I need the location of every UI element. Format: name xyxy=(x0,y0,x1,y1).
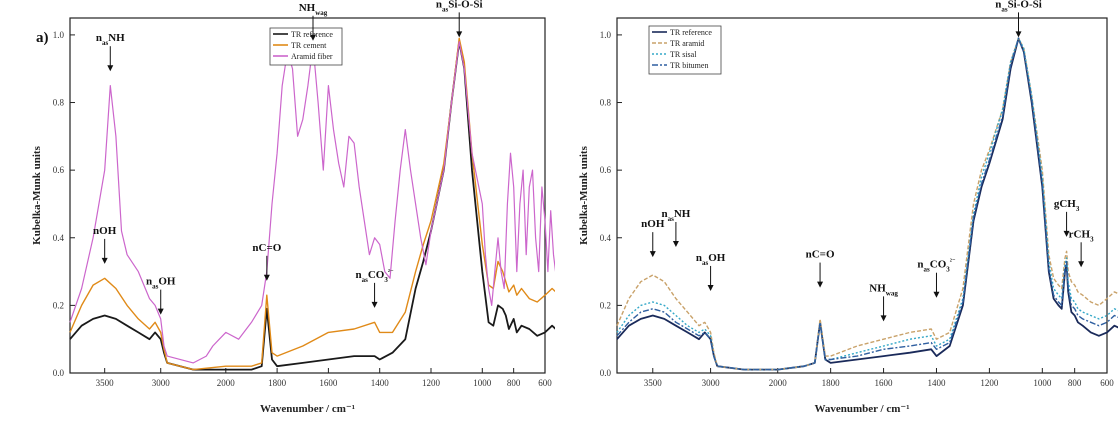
x-tick-label: 3500 xyxy=(96,378,115,388)
annotation-arrowhead xyxy=(817,281,824,288)
x-tick-label: 1000 xyxy=(473,378,492,388)
y-tick-label: 0.6 xyxy=(53,165,65,175)
annotation-arrowhead xyxy=(157,308,164,315)
y-tick-label: 1.0 xyxy=(53,30,65,40)
x-tick-label: 1600 xyxy=(875,378,894,388)
x-tick-label: 1800 xyxy=(822,378,841,388)
annotation-label: nasCO3²⁻ xyxy=(355,268,393,284)
legend-box xyxy=(648,25,722,75)
annotation-arrowhead xyxy=(1078,261,1085,268)
series-line-tr-reference xyxy=(69,40,555,371)
y-axis-label: Kubelka-Munk units xyxy=(31,145,43,244)
x-tick-label: 600 xyxy=(1100,378,1114,388)
series-line-tr-reference xyxy=(616,37,1118,371)
annotation-label: nC=O xyxy=(252,242,281,254)
x-tick-label: 3000 xyxy=(152,378,171,388)
y-axis-label: Kubelka-Munk units xyxy=(578,145,590,244)
x-tick-label: 800 xyxy=(1068,378,1082,388)
annotation-arrowhead xyxy=(371,301,378,308)
legend-entry: Aramid fiber xyxy=(291,52,333,61)
y-tick-label: 0.4 xyxy=(600,233,612,243)
annotation-label: nasOH xyxy=(696,252,726,267)
x-tick-label: 2000 xyxy=(769,378,788,388)
series-line-tr-bitumen xyxy=(616,37,1118,371)
y-tick-label: 0.2 xyxy=(600,300,611,310)
x-tick-label: 1800 xyxy=(268,378,287,388)
annotation-label: nasSi-O-Si xyxy=(995,0,1042,13)
legend-entry: TR bitumen xyxy=(670,61,708,70)
annotation-label: rCH3 xyxy=(1069,228,1094,243)
annotation-arrowhead xyxy=(933,291,940,298)
annotation-label: nasSi-O-Si xyxy=(436,0,483,13)
annotation-label: nOH xyxy=(93,225,117,237)
annotation-arrowhead xyxy=(1015,31,1022,38)
x-tick-label: 2000 xyxy=(217,378,236,388)
annotation-arrowhead xyxy=(310,34,317,41)
y-tick-label: 0.0 xyxy=(600,368,612,378)
x-tick-label: 1600 xyxy=(319,378,338,388)
annotation-arrowhead xyxy=(672,241,679,247)
plot-frame xyxy=(616,17,1108,374)
series-line-tr-cement xyxy=(69,37,555,371)
x-tick-label: 3500 xyxy=(644,378,663,388)
legend-entry: TR reference xyxy=(670,28,712,37)
legend-entry: TR aramid xyxy=(670,39,704,48)
annotation-label: nasOH xyxy=(146,276,176,291)
y-tick-label: 0.2 xyxy=(53,300,64,310)
x-tick-label: 1200 xyxy=(980,378,999,388)
annotation-label: NHwag xyxy=(869,282,898,297)
annotation-label: nOH xyxy=(641,218,665,230)
x-tick-label: 600 xyxy=(538,378,552,388)
series-line-tr-aramid xyxy=(616,37,1118,371)
x-tick-label: 1200 xyxy=(422,378,441,388)
plot-frame xyxy=(69,17,546,374)
annotation-label: nasNH xyxy=(96,32,125,47)
legend-entry: TR cement xyxy=(291,41,327,50)
series-line-tr-sisal xyxy=(616,37,1118,371)
series-line-aramid-fiber xyxy=(69,41,555,364)
annotation-arrowhead xyxy=(707,284,714,291)
annotation-label: NHwag xyxy=(299,2,328,17)
legend-entry: TR sisal xyxy=(670,50,697,59)
chart-panel-a: 0.0 0.2 0.4 0.6 0.8 1.0 3500 3000 2000 1800 1600 14… xyxy=(31,0,555,415)
x-tick-label: 800 xyxy=(507,378,521,388)
y-tick-label: 1.0 xyxy=(600,30,612,40)
annotation-label: nasNH xyxy=(661,208,690,223)
annotation-arrowhead xyxy=(101,257,108,264)
y-tick-label: 0.8 xyxy=(600,98,612,108)
annotation-arrowhead xyxy=(649,251,656,258)
x-tick-label: 1000 xyxy=(1033,378,1052,388)
annotation-arrowhead xyxy=(263,274,270,281)
x-axis-label: Wavenumber / cm⁻¹ xyxy=(814,403,909,415)
annotation-arrowhead xyxy=(107,65,114,72)
x-tick-label: 1400 xyxy=(371,378,390,388)
y-tick-label: 0.6 xyxy=(600,165,612,175)
chart-panel-b: 0.0 0.2 0.4 0.6 0.8 1.0 3500 3000 2000 1800 1600 14… xyxy=(578,0,1118,415)
y-tick-label: 0.8 xyxy=(53,98,65,108)
annotation-arrowhead xyxy=(1063,230,1070,237)
y-tick-label: 0.0 xyxy=(53,368,65,378)
x-axis-label: Wavenumber / cm⁻¹ xyxy=(260,403,355,415)
panel-label: a) xyxy=(36,30,49,46)
legend-entry: TR reference xyxy=(291,30,333,39)
annotation-label: nasCO3²⁻ xyxy=(917,258,955,274)
y-tick-label: 0.4 xyxy=(53,233,65,243)
x-tick-label: 3000 xyxy=(702,378,721,388)
annotation-label: gCH3 xyxy=(1054,198,1080,213)
annotation-label: nC=O xyxy=(806,249,835,261)
annotation-arrowhead xyxy=(456,31,463,38)
annotation-arrowhead xyxy=(880,315,887,322)
x-tick-label: 1400 xyxy=(927,378,946,388)
